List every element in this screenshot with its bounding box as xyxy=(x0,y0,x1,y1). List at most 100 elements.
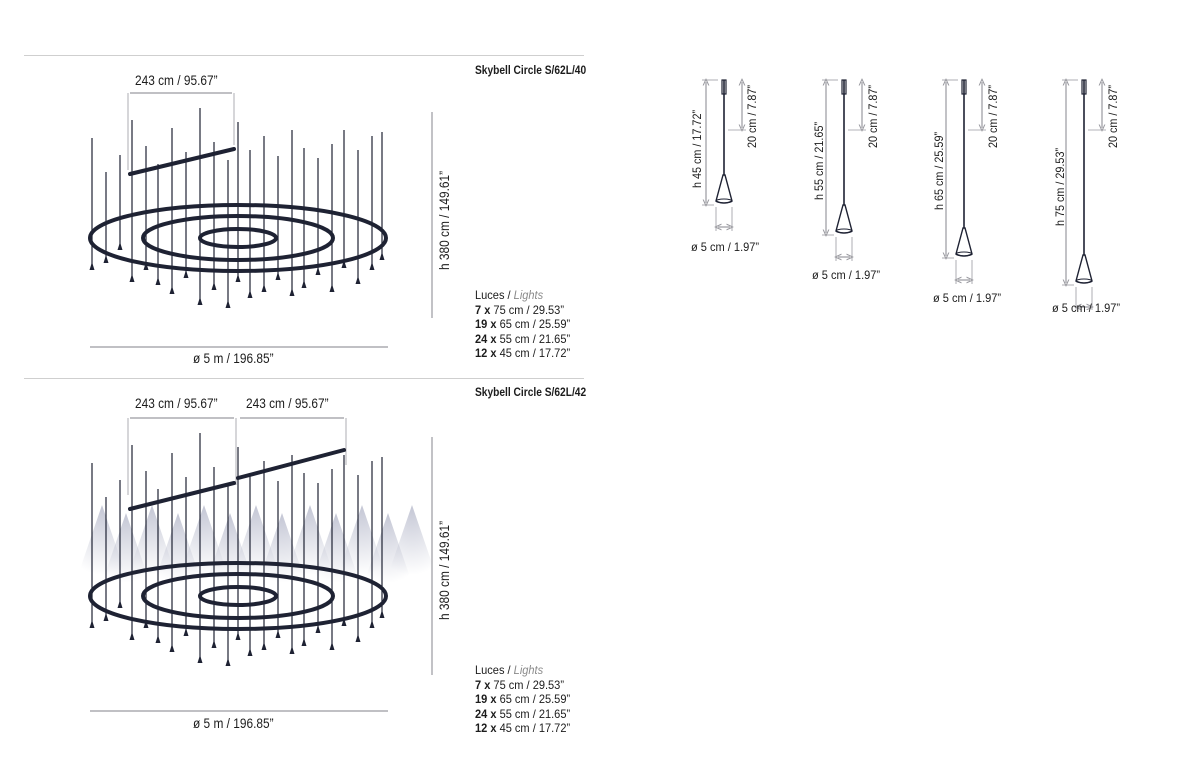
linear-bar xyxy=(128,147,236,176)
pendant-light xyxy=(117,600,123,608)
pendant-rim xyxy=(955,251,973,257)
lights-row: 12 x 45 cm / 17.72” xyxy=(475,346,571,360)
pendant-height-label: h 65 cm / 25.59” xyxy=(932,131,946,210)
pendant-light xyxy=(341,618,347,626)
pendant-cable-label: 20 cm / 7.87” xyxy=(986,84,1000,148)
pendant-diameter-label: ø 5 cm / 1.97” xyxy=(1052,301,1121,315)
pendant-rim xyxy=(715,198,733,204)
pendant-light xyxy=(117,242,123,250)
light-beam xyxy=(388,505,436,575)
pendant-canopy xyxy=(841,79,847,95)
pendant-canopy xyxy=(961,79,967,95)
inner-ring xyxy=(198,585,278,607)
pendant-light xyxy=(275,272,281,280)
lights-row: 24 x 55 cm / 21.65” xyxy=(475,706,571,721)
pendant-light xyxy=(301,638,307,646)
pendant-light xyxy=(155,635,161,643)
inner-ring xyxy=(198,227,278,249)
chandelier-drawing-2 xyxy=(78,417,436,712)
lights-list: Luces / Lights 7 x 75 cm / 29.53” 19 x 6… xyxy=(475,663,570,736)
pendant-light xyxy=(155,277,161,285)
outer-ring xyxy=(88,561,388,631)
pendant-cable-label: 20 cm / 7.87” xyxy=(866,84,880,148)
height-dimension-label: h 380 cm / 149.61” xyxy=(437,520,452,620)
pendant-light xyxy=(289,288,295,296)
pendant-light xyxy=(129,274,135,282)
pendant-light xyxy=(315,625,321,633)
pendant-light xyxy=(379,610,385,618)
pendant-rim xyxy=(835,228,853,234)
pendant-height-label: h 45 cm / 17.72” xyxy=(690,109,704,188)
pendant-light xyxy=(183,628,189,636)
pendant-light xyxy=(89,620,95,628)
middle-ring xyxy=(141,572,335,620)
middle-ring xyxy=(141,214,335,262)
linear-bar xyxy=(236,448,346,480)
pendant-light xyxy=(169,644,175,652)
pendant-light xyxy=(235,274,241,282)
pendant-light xyxy=(103,613,109,621)
pendant-light xyxy=(143,262,149,270)
pendant-light xyxy=(355,276,361,284)
pendant-light xyxy=(197,655,203,663)
pendant-light xyxy=(247,290,253,298)
pendant-light xyxy=(329,284,335,292)
lights-list: Luces / Lights 7 x 75 cm / 29.53” 19 x 6… xyxy=(475,288,570,361)
pendant-light xyxy=(225,658,231,666)
pendant-light xyxy=(261,284,267,292)
width-dimension-label: 243 cm / 95.67” xyxy=(135,73,218,88)
model-title: Skybell Circle S/62L/42 xyxy=(475,385,587,399)
width-dimension-label: 243 cm / 95.67” xyxy=(135,396,218,411)
pendant-light xyxy=(129,632,135,640)
model-title: Skybell Circle S/62L/40 xyxy=(475,63,587,77)
pendant-light xyxy=(275,630,281,638)
lights-heading: Luces / Lights xyxy=(475,663,544,677)
lights-row: 19 x 65 cm / 25.59” xyxy=(475,317,571,331)
pendant-light xyxy=(211,282,217,290)
pendant-light xyxy=(301,280,307,288)
pendant-light xyxy=(261,642,267,650)
pendant-canopy xyxy=(1081,79,1087,95)
pendant-light xyxy=(143,620,149,628)
lights-row: 7 x 75 cm / 29.53” xyxy=(475,302,565,317)
pendant-light xyxy=(197,297,203,305)
pendant-cable-label: 20 cm / 7.87” xyxy=(1106,84,1120,148)
pendant-light xyxy=(369,620,375,628)
pendant-light xyxy=(341,260,347,268)
pendant-light xyxy=(315,267,321,275)
lights-row: 12 x 45 cm / 17.72” xyxy=(475,721,571,735)
pendant-rim xyxy=(1075,278,1093,284)
width-dimension-label: 243 cm / 95.67” xyxy=(246,396,329,411)
pendant-height-label: h 55 cm / 21.65” xyxy=(812,121,826,200)
lights-row: 19 x 65 cm / 25.59” xyxy=(475,692,571,706)
pendant-light xyxy=(379,252,385,260)
pendant-light xyxy=(103,255,109,263)
section-divider-middle xyxy=(24,378,584,379)
pendant-height-label: h 75 cm / 29.53” xyxy=(1053,147,1067,226)
lights-row: 24 x 55 cm / 21.65” xyxy=(475,331,571,346)
pendant-light xyxy=(247,648,253,656)
pendant-diameter-label: ø 5 cm / 1.97” xyxy=(933,291,1002,305)
linear-bar xyxy=(128,481,236,511)
pendant-canopy xyxy=(721,79,727,95)
pendant-diameter-label: ø 5 cm / 1.97” xyxy=(812,268,881,282)
pendant-light xyxy=(355,634,361,642)
pendant-diameter-label: ø 5 cm / 1.97” xyxy=(691,240,760,254)
pendant-light xyxy=(211,640,217,648)
pendant-light xyxy=(235,632,241,640)
pendant-light xyxy=(289,646,295,654)
pendant-light xyxy=(225,300,231,308)
pendant-light xyxy=(329,642,335,650)
pendant-light xyxy=(183,270,189,278)
pendant-light xyxy=(169,286,175,294)
pendant-cable-label: 20 cm / 7.87” xyxy=(745,84,759,148)
pendant-drawings xyxy=(702,70,1106,310)
lights-row: 7 x 75 cm / 29.53” xyxy=(475,677,565,692)
lights-heading: Luces / Lights xyxy=(475,288,544,302)
outer-ring xyxy=(88,203,388,273)
diameter-dimension-label: ø 5 m / 196.85” xyxy=(193,716,274,731)
pendant-light xyxy=(89,262,95,270)
height-dimension-label: h 380 cm / 149.61” xyxy=(437,170,452,270)
pendant-light xyxy=(369,262,375,270)
section-divider-top xyxy=(24,55,584,56)
